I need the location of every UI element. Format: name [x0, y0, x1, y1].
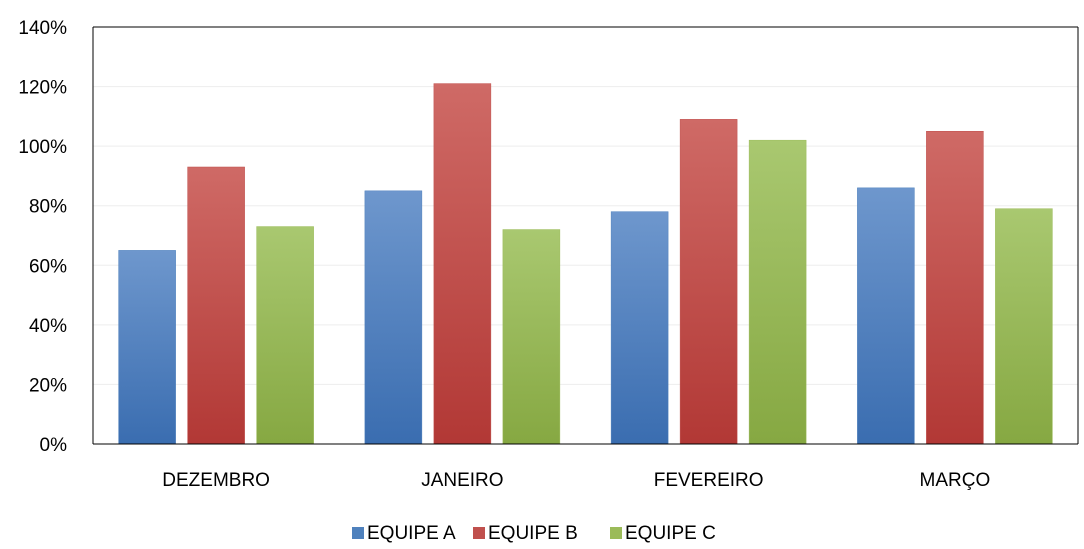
x-tick-label: DEZEMBRO — [162, 470, 270, 491]
legend-item: EQUIPE C — [610, 523, 716, 544]
y-axis-tick-labels: 0% 20% 40% 60% 80% 100% 120% 140% — [18, 18, 67, 456]
bar — [118, 250, 176, 445]
bar — [433, 83, 492, 445]
bar — [256, 226, 314, 445]
y-tick-label: 100% — [18, 137, 67, 158]
axes — [92, 26, 1079, 445]
y-tick-label: 120% — [18, 78, 67, 99]
y-tick-label: 40% — [29, 316, 67, 337]
legend-label: EQUIPE C — [625, 523, 716, 544]
bars — [118, 83, 1053, 445]
legend-swatch — [352, 527, 364, 539]
bar — [857, 187, 915, 445]
x-tick-label: MARÇO — [920, 470, 991, 491]
bar — [187, 166, 245, 445]
legend-label: EQUIPE B — [488, 523, 578, 544]
bar — [364, 190, 423, 445]
legend-swatch — [610, 527, 622, 539]
legend-item: EQUIPE B — [473, 523, 578, 544]
legend: EQUIPE A EQUIPE B EQUIPE C — [352, 523, 716, 544]
legend-label: EQUIPE A — [367, 523, 456, 544]
y-tick-label: 80% — [29, 197, 67, 218]
y-tick-label: 60% — [29, 256, 67, 277]
bar — [926, 131, 984, 445]
bar — [995, 208, 1053, 445]
x-tick-label: JANEIRO — [421, 470, 503, 491]
bar — [610, 211, 669, 445]
bar — [748, 139, 807, 445]
y-tick-label: 20% — [29, 375, 67, 396]
bar — [502, 229, 561, 445]
y-tick-label: 140% — [18, 18, 67, 39]
x-axis-tick-labels: DEZEMBRO JANEIRO FEVEREIRO MARÇO — [162, 470, 990, 491]
legend-swatch — [473, 527, 485, 539]
x-tick-label: FEVEREIRO — [654, 470, 764, 491]
legend-item: EQUIPE A — [352, 523, 456, 544]
y-tick-label: 0% — [40, 435, 68, 456]
bar — [679, 119, 738, 445]
